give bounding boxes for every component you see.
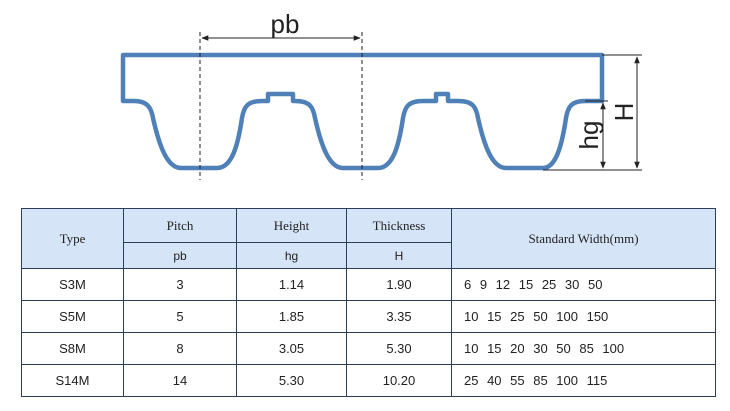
table-row: S3M 3 1.14 1.90 6 9 12 15 25 30 50 xyxy=(21,268,716,301)
cell-height: 1.85 xyxy=(236,300,347,333)
cell-thickness: 10.20 xyxy=(346,364,452,397)
belt-outline xyxy=(120,52,605,171)
cell-height: 3.05 xyxy=(236,332,347,365)
cell-widths: 25 40 55 85 100 115 xyxy=(451,364,716,397)
cell-thickness: 1.90 xyxy=(346,268,452,301)
belt-spec-table: Type Pitch Height Thickness Standard Wid… xyxy=(21,208,716,397)
cell-widths: 10 15 20 30 50 85 100 xyxy=(451,332,716,365)
header-type: Type xyxy=(21,208,124,269)
table-row: S5M 5 1.85 3.35 10 15 25 50 100 150 xyxy=(21,300,716,333)
cell-pitch: 8 xyxy=(123,332,237,365)
thickness-label: H xyxy=(609,103,639,122)
header-standard-width: Standard Width(mm) xyxy=(451,208,716,269)
table-row: S14M 14 5.30 10.20 25 40 55 85 100 115 xyxy=(21,364,716,397)
cell-widths: 6 9 12 15 25 30 50 xyxy=(451,268,716,301)
cell-widths: 10 15 25 50 100 150 xyxy=(451,300,716,333)
pitch-label: pb xyxy=(271,9,300,39)
cell-height: 5.30 xyxy=(236,364,347,397)
header-thickness-symbol: H xyxy=(346,242,452,269)
cell-pitch: 5 xyxy=(123,300,237,333)
cell-thickness: 3.35 xyxy=(346,300,452,333)
cell-type: S14M xyxy=(21,364,124,397)
tooth-height-label: hg xyxy=(574,121,604,150)
header-thickness: Thickness xyxy=(346,208,452,243)
cell-type: S3M xyxy=(21,268,124,301)
cell-pitch: 14 xyxy=(123,364,237,397)
cell-pitch: 3 xyxy=(123,268,237,301)
table-row: S8M 8 3.05 5.30 10 15 20 30 50 85 100 xyxy=(21,332,716,365)
header-height: Height xyxy=(236,208,347,243)
cell-height: 1.14 xyxy=(236,268,347,301)
cell-type: S5M xyxy=(21,300,124,333)
cell-type: S8M xyxy=(21,332,124,365)
header-pitch-symbol: pb xyxy=(123,242,237,269)
belt-profile-diagram: pb H hg xyxy=(120,9,642,180)
cell-thickness: 5.30 xyxy=(346,332,452,365)
header-pitch: Pitch xyxy=(123,208,237,243)
header-height-symbol: hg xyxy=(236,242,347,269)
